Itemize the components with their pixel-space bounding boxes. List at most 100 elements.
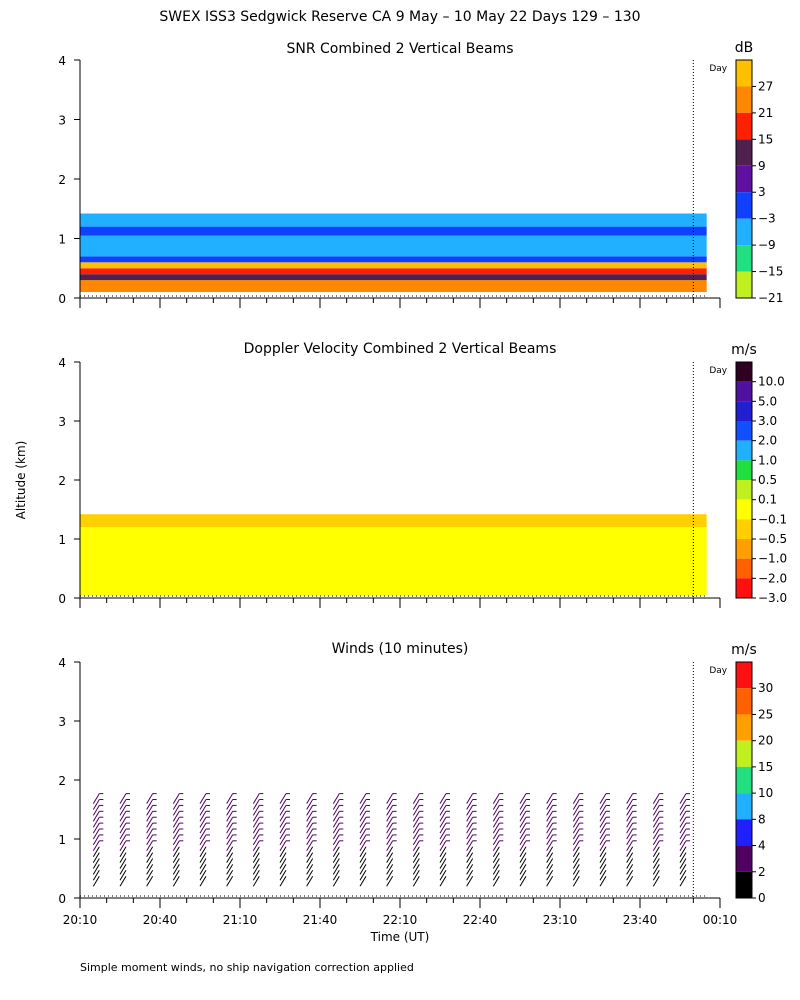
wind-barb [199,864,207,875]
wind-barb [306,811,314,822]
wind-barb [92,834,100,846]
wind-barb [412,852,420,863]
wind-barb [92,870,100,881]
x-tick-label: 20:10 [63,913,98,927]
wind-barb [519,875,527,887]
wind-barb [519,846,527,857]
colorbar-swatch [736,688,752,715]
x-tick-label: 21:40 [303,913,338,927]
wind-barb [546,793,554,804]
wind-barb [546,840,554,852]
wind-barb [172,846,180,857]
wind-barb [252,875,260,887]
wind-barb [599,858,607,869]
wind-barb [92,875,100,887]
panel-title: SNR Combined 2 Vertical Beams [286,41,513,57]
wind-barb [226,858,234,869]
x-tick-label: 00:10 [703,913,738,927]
wind-barb [466,840,474,852]
wind-barb [679,870,687,881]
wind-barb [359,840,367,852]
wind-barb [599,828,607,840]
colorbar-label: 20 [758,734,773,748]
wind-barb [412,846,420,857]
wind-barb [306,870,314,881]
colorbar-label: 25 [758,707,773,721]
wind-barb [226,852,234,863]
colorbar-swatch [736,381,752,402]
wind-barb [492,834,500,846]
wind-barb [359,816,367,828]
colorbar-swatch [736,499,752,520]
colorbar-frame [735,59,753,299]
wind-barb [119,846,127,857]
wind-barb [332,858,340,869]
wind-barb [626,875,634,887]
wind-barb [626,828,634,840]
wind-barb [679,828,687,840]
wind-barb [332,846,340,857]
wind-barb [332,793,340,804]
wind-barb [226,864,234,875]
y-tick-label: 0 [58,892,66,906]
wind-barb [146,852,154,863]
wind-barb [492,858,500,869]
wind-barb [146,805,154,816]
wind-barb [546,828,554,840]
wind-barb [226,811,234,822]
wind-barb [626,858,634,869]
wind-barb [306,799,314,810]
wind-barb [146,822,154,834]
wind-barb [519,870,527,881]
colorbar-label: 2 [758,865,766,879]
wind-barb [199,816,207,828]
wind-barb [439,799,447,810]
wind-barb [386,858,394,869]
wind-barb [92,816,100,828]
wind-barb [466,834,474,846]
y-tick-label: 3 [58,715,66,729]
y-tick-label: 0 [58,292,66,306]
wind-barb [439,858,447,869]
wind-barb [119,875,127,887]
wind-barb [679,811,687,822]
wind-barb [466,864,474,875]
wind-barb [519,864,527,875]
wind-barb [466,852,474,863]
wind-barb [252,799,260,810]
wind-barb [119,834,127,846]
wind-barb [92,822,100,834]
wind-barb [679,834,687,846]
colorbar-swatch [736,165,752,193]
wind-barb [199,875,207,887]
wind-barb [332,840,340,852]
wind-barb [386,870,394,881]
wind-barb [386,834,394,846]
wind-barb [306,793,314,804]
wind-barb [466,793,474,804]
wind-barb [332,852,340,863]
wind-barb [412,822,420,834]
wind-barb [279,858,287,869]
wind-barb [466,805,474,816]
wind-barb [439,870,447,881]
colorbar-label: −0.1 [758,512,787,526]
wind-barb [519,799,527,810]
wind-barb [92,828,100,840]
wind-barb [226,846,234,857]
wind-barb [199,846,207,857]
wind-barb [519,828,527,840]
x-tick-label: 20:40 [143,913,178,927]
wind-barb [439,805,447,816]
wind-barb [359,834,367,846]
wind-barb [519,793,527,804]
wind-barb [466,858,474,869]
wind-barb [412,875,420,887]
wind-barb [679,822,687,834]
wind-barb [119,828,127,840]
wind-barb [332,834,340,846]
wind-barb [386,840,394,852]
wind-barb [679,858,687,869]
wind-barb [412,834,420,846]
